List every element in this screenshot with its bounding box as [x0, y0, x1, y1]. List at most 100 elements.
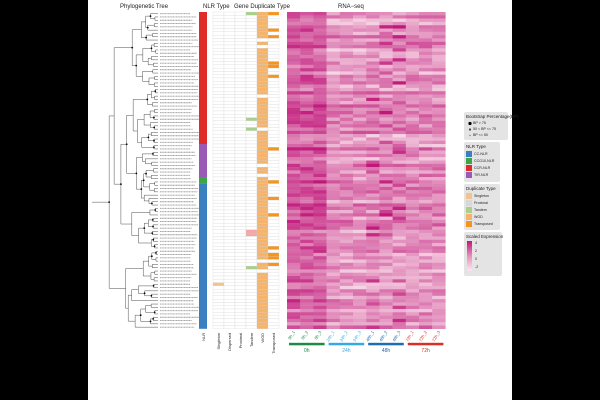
heatmap-cell	[366, 71, 380, 75]
bootstrap-item: 50 < BP <= 75	[473, 127, 497, 131]
heatmap-cell	[326, 35, 340, 39]
heatmap-cell	[313, 233, 327, 237]
heatmap-cell	[326, 193, 340, 197]
heatmap-cell	[339, 153, 354, 158]
heatmap-cell	[419, 285, 433, 290]
duplicate-cell	[256, 219, 269, 224]
heatmap-cell	[392, 54, 406, 59]
heatmap-cell	[379, 111, 393, 115]
heatmap-cell	[405, 38, 420, 42]
duplicate-cell	[234, 130, 247, 135]
heatmap-cell	[353, 45, 367, 49]
duplicate-cell	[267, 242, 280, 247]
duplicate-cell	[256, 282, 269, 287]
heatmap-cell	[287, 101, 301, 105]
duplicate-cell	[223, 114, 236, 118]
heatmap-cell	[432, 117, 446, 122]
heatmap-cell	[326, 28, 340, 32]
heatmap-cell	[300, 134, 314, 138]
duplicate-cell	[212, 272, 225, 277]
duplicate-cell	[234, 223, 247, 227]
dup-legend-label: WGD	[474, 215, 483, 219]
heatmap-cell	[419, 48, 433, 52]
heatmap-cell	[313, 15, 327, 19]
duplicate-cell	[267, 252, 280, 257]
heatmap-cell	[353, 279, 367, 283]
duplicate-cell	[223, 232, 236, 237]
heatmap-cell	[392, 104, 406, 108]
heatmap-cell	[287, 120, 301, 125]
heatmap-cell	[339, 58, 354, 62]
heatmap-cell	[432, 262, 446, 267]
duplicate-cell	[223, 74, 236, 79]
heatmap-cell	[366, 190, 380, 194]
duplicate-cell	[223, 292, 236, 296]
heatmap-cell	[419, 186, 433, 191]
duplicate-cell	[267, 259, 280, 263]
heatmap-cell	[300, 170, 314, 174]
duplicate-cell	[256, 279, 269, 283]
duplicate-cell	[212, 186, 225, 191]
duplicate-cell	[212, 209, 225, 214]
duplicate-cell	[256, 137, 269, 141]
heatmap-cell	[300, 269, 314, 273]
heatmap-cell	[392, 153, 406, 158]
duplicate-cell	[223, 226, 236, 230]
heatmap-cell	[300, 124, 314, 128]
heatmap-cell	[300, 35, 314, 39]
column-label: 48h_3	[391, 329, 401, 342]
heatmap-cell	[379, 144, 393, 148]
duplicate-cell	[245, 242, 258, 247]
duplicate-cell	[212, 236, 225, 240]
duplicate-cell	[234, 34, 247, 39]
duplicate-cell	[245, 239, 258, 244]
heatmap-cell	[313, 216, 327, 221]
duplicate-type-title: Gene Duplicate Type	[234, 4, 290, 10]
heatmap-cell	[339, 130, 354, 135]
duplicate-cell	[267, 127, 280, 131]
heatmap-cell	[366, 193, 380, 197]
duplicate-cell	[267, 54, 280, 59]
duplicate-cell	[223, 163, 236, 168]
heatmap-cell	[353, 325, 367, 329]
duplicate-cell	[256, 183, 269, 188]
heatmap-cell	[432, 226, 446, 230]
duplicate-cell	[212, 110, 225, 115]
duplicate-cell	[223, 48, 236, 52]
heatmap-cell	[392, 193, 406, 197]
heatmap-cell	[366, 94, 380, 98]
duplicate-cell	[234, 289, 247, 293]
heatmap-cell	[326, 177, 340, 181]
duplicate-cell	[212, 325, 225, 329]
heatmap-cell	[353, 186, 367, 191]
heatmap-cell	[326, 223, 340, 227]
duplicate-cell	[234, 292, 247, 296]
heatmap-cell	[326, 114, 340, 118]
duplicate-cell	[234, 150, 247, 155]
heatmap-cell	[432, 249, 446, 254]
duplicate-cell	[245, 269, 258, 273]
duplicate-cell	[223, 147, 236, 151]
heatmap-cell	[339, 312, 354, 316]
duplicate-cell	[245, 71, 258, 75]
duplicate-cell	[223, 54, 236, 59]
heatmap-cell	[379, 210, 393, 214]
heatmap-cell	[379, 183, 393, 188]
duplicate-cell	[256, 77, 269, 82]
heatmap-cell	[287, 289, 301, 293]
heatmap-cell	[405, 71, 420, 75]
heatmap-cell	[326, 243, 340, 247]
dup-legend-label: Singleton	[474, 194, 489, 198]
heatmap-cell	[419, 190, 433, 194]
heatmap-cell	[379, 285, 393, 290]
heatmap-cell	[300, 216, 314, 221]
heatmap-cell	[287, 111, 301, 115]
heatmap-cell	[353, 64, 367, 69]
duplicate-cell	[223, 262, 236, 267]
heatmap-cell	[300, 41, 314, 46]
heatmap-cell	[339, 38, 354, 42]
heatmap-cell	[405, 279, 420, 283]
duplicate-cell	[234, 71, 247, 75]
bootstrap-dots	[468, 121, 472, 137]
heatmap-cell	[326, 111, 340, 115]
